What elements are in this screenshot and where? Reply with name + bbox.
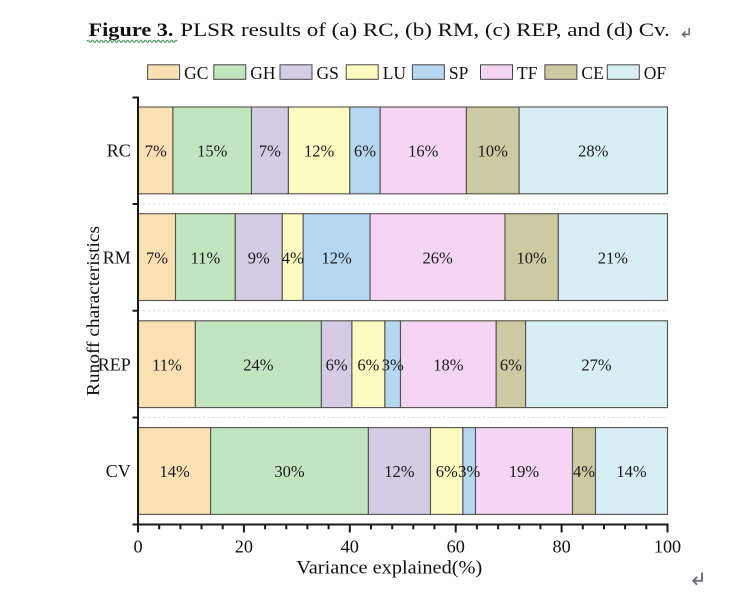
svg-text:CE: CE bbox=[581, 63, 603, 83]
svg-text:6%: 6% bbox=[500, 355, 522, 374]
svg-text:Runoff characteristics: Runoff characteristics bbox=[83, 226, 103, 396]
svg-text:SP: SP bbox=[449, 63, 469, 83]
svg-text:7%: 7% bbox=[146, 248, 168, 267]
svg-text:28%: 28% bbox=[578, 142, 609, 161]
svg-text:100: 100 bbox=[654, 537, 681, 557]
svg-text:18%: 18% bbox=[433, 355, 464, 374]
svg-text:CV: CV bbox=[106, 461, 131, 481]
svg-text:0: 0 bbox=[133, 537, 142, 557]
svg-text:12%: 12% bbox=[304, 142, 335, 161]
svg-text:27%: 27% bbox=[581, 355, 612, 374]
svg-text:40: 40 bbox=[341, 537, 359, 557]
svg-text:Figure 3.: Figure 3. bbox=[89, 20, 174, 41]
svg-text:RM: RM bbox=[103, 247, 131, 267]
svg-text:3%: 3% bbox=[458, 462, 480, 481]
svg-text:4%: 4% bbox=[282, 248, 304, 267]
svg-text:20: 20 bbox=[235, 537, 253, 557]
svg-text:10%: 10% bbox=[516, 248, 547, 267]
svg-text:60: 60 bbox=[447, 537, 465, 557]
svg-text:GH: GH bbox=[250, 63, 276, 83]
svg-text:16%: 16% bbox=[408, 142, 439, 161]
svg-text:6%: 6% bbox=[326, 355, 348, 374]
svg-text:RC: RC bbox=[107, 141, 131, 161]
svg-text:19%: 19% bbox=[509, 462, 540, 481]
svg-text:GC: GC bbox=[184, 63, 208, 83]
svg-text:21%: 21% bbox=[598, 248, 629, 267]
svg-text:11%: 11% bbox=[152, 355, 182, 374]
svg-text:3%: 3% bbox=[382, 355, 404, 374]
svg-text:REP: REP bbox=[98, 354, 131, 374]
svg-text:Variance explained(%): Variance explained(%) bbox=[296, 558, 482, 579]
svg-text:15%: 15% bbox=[197, 142, 228, 161]
svg-text:7%: 7% bbox=[259, 142, 281, 161]
svg-text:LU: LU bbox=[383, 63, 407, 83]
svg-text:6%: 6% bbox=[357, 355, 379, 374]
svg-text:11%: 11% bbox=[191, 248, 221, 267]
svg-text:4%: 4% bbox=[573, 462, 595, 481]
svg-text:7%: 7% bbox=[145, 142, 167, 161]
svg-text:14%: 14% bbox=[159, 462, 190, 481]
svg-text:14%: 14% bbox=[616, 462, 647, 481]
svg-text:6%: 6% bbox=[354, 142, 376, 161]
svg-text:TF: TF bbox=[517, 63, 538, 83]
svg-text:GS: GS bbox=[317, 63, 339, 83]
svg-text:26%: 26% bbox=[422, 248, 453, 267]
svg-text:10%: 10% bbox=[478, 142, 509, 161]
svg-text:9%: 9% bbox=[248, 248, 270, 267]
svg-text:24%: 24% bbox=[243, 355, 274, 374]
svg-text:PLSR results of (a) RC, (b) RM: PLSR results of (a) RC, (b) RM, (c) REP,… bbox=[180, 20, 670, 41]
svg-text:OF: OF bbox=[644, 63, 667, 83]
svg-text:6%: 6% bbox=[436, 462, 458, 481]
svg-text:30%: 30% bbox=[274, 462, 305, 481]
svg-text:12%: 12% bbox=[384, 462, 415, 481]
svg-text:12%: 12% bbox=[321, 248, 352, 267]
svg-text:80: 80 bbox=[553, 537, 571, 557]
